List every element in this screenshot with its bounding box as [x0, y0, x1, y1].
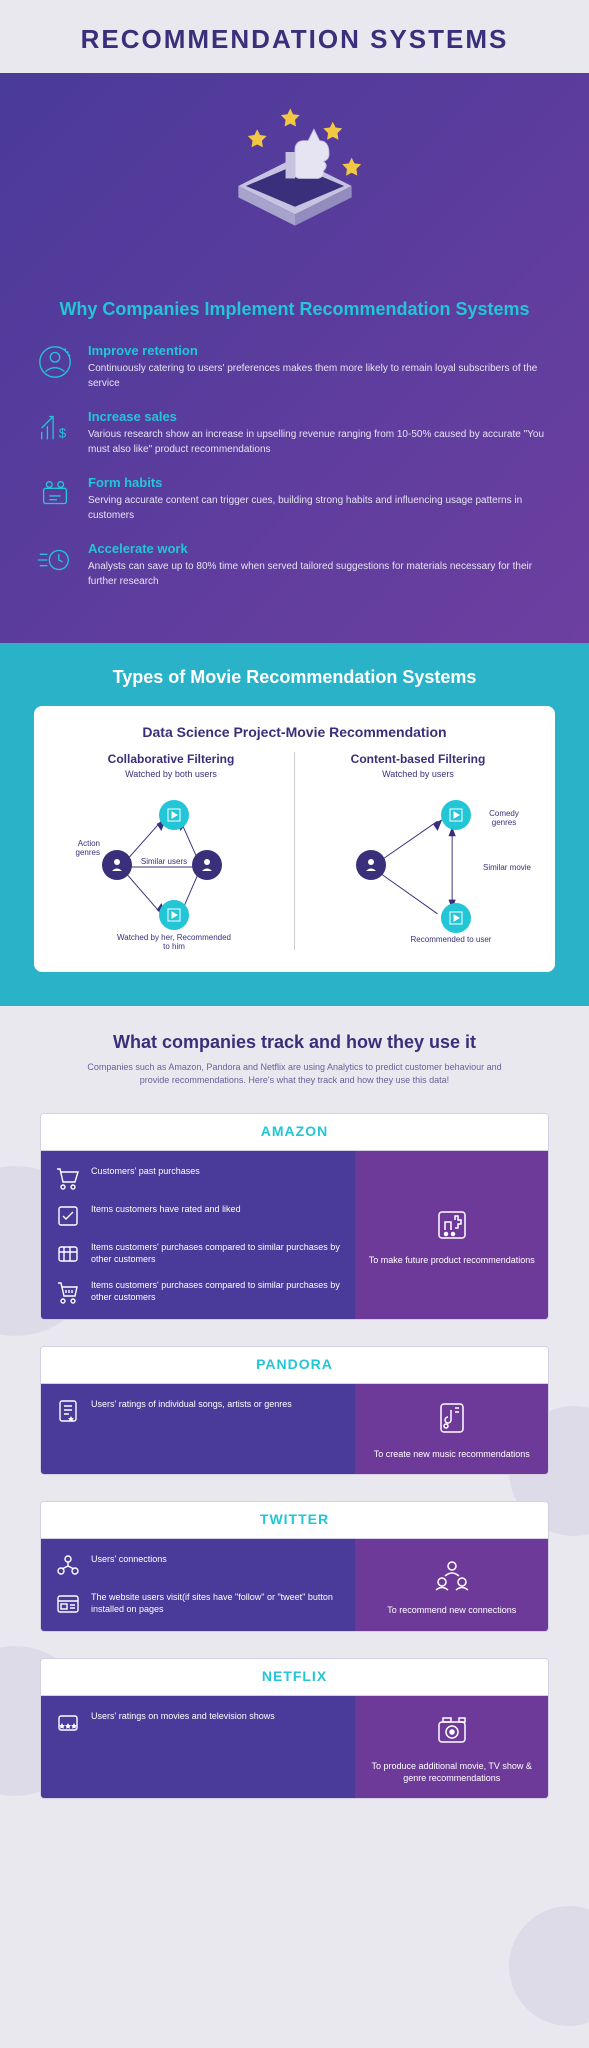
track-text: Users' connections	[91, 1553, 167, 1565]
track-text: Items customers' purchases compared to s…	[91, 1279, 341, 1303]
types-card: Data Science Project-Movie Recommendatio…	[34, 706, 555, 972]
label-bottom: Watched by her, Recommended to him	[114, 933, 234, 951]
company-card-netflix: NETFLIX Users' ratings on movies and tele…	[40, 1658, 549, 1799]
retention-icon	[36, 343, 74, 391]
use-text: To produce additional movie, TV show & g…	[367, 1760, 536, 1784]
types-card-title: Data Science Project-Movie Recommendatio…	[48, 724, 541, 740]
accelerate-icon	[36, 541, 74, 589]
why-title: Why Companies Implement Recommendation S…	[36, 298, 553, 321]
company-name: PANDORA	[256, 1356, 333, 1372]
label-comedy: Comedy genres	[479, 809, 529, 827]
track-item: The website users visit(if sites have "f…	[55, 1591, 341, 1617]
track-item: Users' ratings on movies and television …	[55, 1710, 341, 1736]
tracking-sub: Companies such as Amazon, Pandora and Ne…	[75, 1061, 515, 1086]
track-item: Items customers have rated and liked	[55, 1203, 341, 1229]
track-text: Users' ratings of individual songs, arti…	[91, 1398, 292, 1410]
track-text: Items customers have rated and liked	[91, 1203, 241, 1215]
track-item: Users' ratings of individual songs, arti…	[55, 1398, 341, 1424]
track-item: Items customers' purchases compared to s…	[55, 1241, 341, 1267]
company-name: TWITTER	[260, 1511, 329, 1527]
types-section: Types of Movie Recommendation Systems Da…	[0, 643, 589, 1006]
sales-icon: $	[36, 409, 74, 457]
track-text: Customers' past purchases	[91, 1165, 200, 1177]
label-similar: Similar users	[138, 857, 190, 866]
types-title: Types of Movie Recommendation Systems	[28, 667, 561, 688]
habits-icon	[36, 475, 74, 523]
benefit-desc: Continuously catering to users' preferen…	[88, 362, 553, 391]
track-item: Users' connections	[55, 1553, 341, 1579]
benefit-desc: Various research show an increase in ups…	[88, 428, 553, 457]
filter-name: Collaborative Filtering	[54, 752, 288, 766]
company-card-pandora: PANDORA Users' ratings of individual song…	[40, 1346, 549, 1475]
tracking-section: What companies track and how they use it…	[0, 1006, 589, 1885]
page-title: RECOMMENDATION SYSTEMS	[20, 24, 569, 55]
label-action: Action genres	[56, 839, 100, 857]
track-item: Customers' past purchases	[55, 1165, 341, 1191]
label-bottom: Recommended to user	[391, 935, 511, 944]
benefit-title: Increase sales	[88, 409, 553, 424]
benefit-sales: $ Increase sales Various research show a…	[36, 409, 553, 457]
label-similar: Similar movie	[479, 863, 535, 872]
track-text: The website users visit(if sites have "f…	[91, 1591, 341, 1615]
use-text: To recommend new connections	[387, 1604, 516, 1616]
use-text: To create new music recommendations	[374, 1448, 530, 1460]
hero-illustration	[36, 101, 553, 276]
benefit-desc: Analysts can save up to 80% time when se…	[88, 560, 553, 589]
benefit-title: Form habits	[88, 475, 553, 490]
collaborative-column: Collaborative Filtering Watched by both …	[48, 752, 294, 950]
company-card-amazon: AMAZON Customers' past purchases Items cus…	[40, 1113, 549, 1320]
benefit-habits: Form habits Serving accurate content can…	[36, 475, 553, 523]
track-text: Users' ratings on movies and television …	[91, 1710, 275, 1722]
use-text: To make future product recommendations	[369, 1254, 535, 1266]
tracking-title: What companies track and how they use it	[40, 1032, 549, 1053]
header: RECOMMENDATION SYSTEMS	[0, 0, 589, 73]
company-card-twitter: TWITTER Users' connections The website use…	[40, 1501, 549, 1632]
benefit-desc: Serving accurate content can trigger cue…	[88, 494, 553, 523]
company-name: NETFLIX	[262, 1668, 327, 1684]
benefit-retention: Improve retention Continuously catering …	[36, 343, 553, 391]
track-item: Items customers' purchases compared to s…	[55, 1279, 341, 1305]
hero-section: Why Companies Implement Recommendation S…	[0, 73, 589, 643]
filter-sub: Watched by both users	[54, 769, 288, 779]
svg-text:$: $	[59, 426, 67, 441]
content-based-column: Content-based Filtering Watched by users	[294, 752, 541, 950]
company-name: AMAZON	[261, 1123, 328, 1139]
benefit-title: Improve retention	[88, 343, 553, 358]
track-text: Items customers' purchases compared to s…	[91, 1241, 341, 1265]
benefit-title: Accelerate work	[88, 541, 553, 556]
benefit-accelerate: Accelerate work Analysts can save up to …	[36, 541, 553, 589]
filter-sub: Watched by users	[301, 769, 535, 779]
filter-name: Content-based Filtering	[301, 752, 535, 766]
